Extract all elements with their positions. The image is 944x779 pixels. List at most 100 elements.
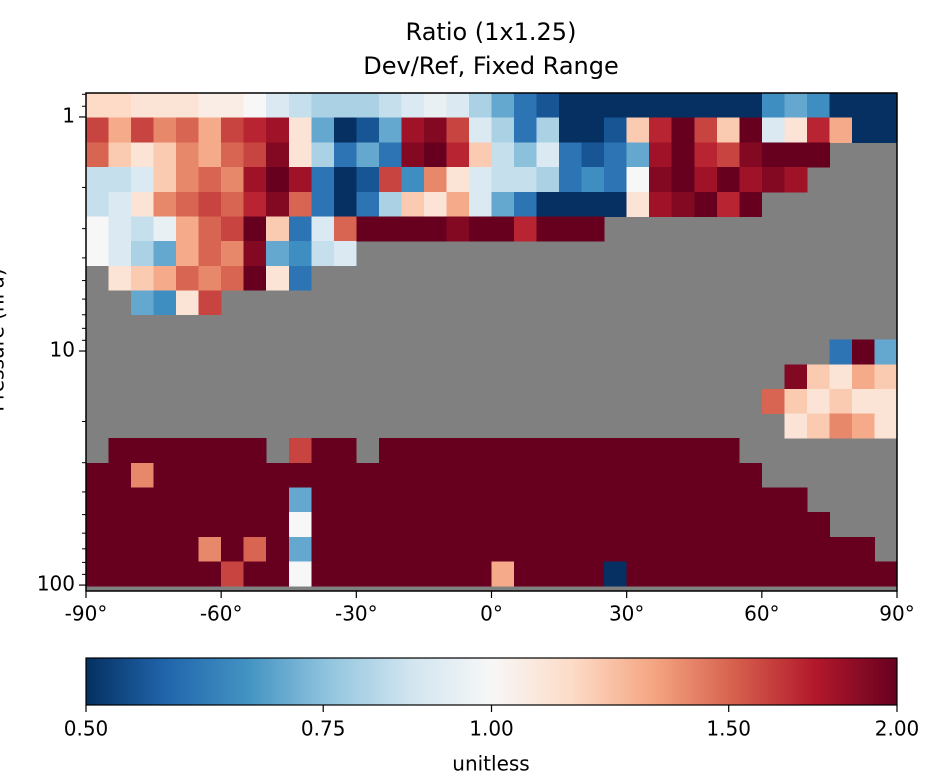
heat-cell — [176, 92, 200, 119]
heat-cell — [491, 487, 515, 513]
heat-cell — [649, 487, 673, 513]
heat-cell — [131, 438, 154, 464]
heat-cell — [378, 216, 402, 242]
heat-cell — [716, 512, 740, 538]
heat-cell — [356, 561, 380, 587]
heat-cell — [716, 167, 740, 193]
heat-cell — [378, 117, 402, 143]
heat-cell — [108, 265, 132, 291]
heat-cell — [806, 142, 830, 168]
heat-cell — [829, 389, 853, 415]
colorbar-tick-label: 0.50 — [64, 717, 109, 741]
heat-cell — [716, 561, 740, 587]
heat-cell — [694, 561, 718, 587]
heat-cell — [153, 487, 177, 513]
heat-cell — [243, 462, 267, 488]
heat-cell — [333, 462, 357, 488]
heat-cell — [716, 117, 740, 143]
x-tick-label: 30° — [609, 602, 644, 626]
heat-cell — [243, 536, 267, 562]
heat-cell — [761, 536, 785, 562]
heat-cell — [198, 167, 222, 193]
heat-cell — [243, 216, 267, 242]
heat-cell — [604, 92, 628, 119]
x-tick-label: 90° — [879, 602, 914, 626]
heat-cell — [243, 92, 267, 119]
heat-cell — [176, 241, 200, 267]
heat-cell — [784, 561, 808, 587]
heat-cell — [446, 512, 470, 538]
heat-cell — [604, 561, 628, 587]
heat-cell — [446, 487, 470, 513]
heat-cell — [806, 364, 830, 390]
heat-cell — [401, 216, 425, 242]
heat-cell — [559, 92, 583, 119]
heat-cell — [626, 512, 650, 538]
heat-cell — [333, 216, 357, 242]
heat-cell — [874, 364, 898, 390]
heat-cell — [423, 536, 447, 562]
heat-cell — [446, 117, 470, 143]
heat-cell — [198, 241, 222, 267]
heat-cell — [288, 92, 312, 119]
heat-cell — [739, 462, 763, 488]
heat-cell — [829, 536, 853, 562]
heat-cell — [739, 536, 763, 562]
heat-cell — [671, 438, 695, 464]
heat-cell — [536, 191, 560, 217]
heat-cell — [468, 512, 492, 538]
heat-cell — [311, 536, 335, 562]
heat-cell — [491, 438, 515, 464]
heat-cell — [401, 142, 425, 168]
heat-cell — [559, 438, 583, 464]
heat-cell — [604, 462, 628, 488]
heat-cell — [829, 92, 853, 119]
heat-cell — [86, 512, 109, 538]
heat-cell — [536, 92, 560, 119]
heat-cell — [491, 561, 515, 587]
heat-cell — [198, 92, 222, 119]
heat-cell — [423, 438, 447, 464]
heat-cell — [784, 487, 808, 513]
heat-cell — [536, 536, 560, 562]
heat-cell — [266, 462, 290, 488]
heat-cell — [176, 462, 200, 488]
heat-cell — [739, 191, 763, 217]
heat-cell — [108, 462, 132, 488]
heat-cell — [221, 241, 245, 267]
heat-cell — [378, 167, 402, 193]
heat-cell — [356, 536, 380, 562]
heat-cell — [266, 191, 290, 217]
heat-cell — [446, 142, 470, 168]
heat-cell — [446, 92, 470, 119]
heat-cell — [311, 191, 335, 217]
heat-cell — [694, 142, 718, 168]
heat-cell — [243, 142, 267, 168]
heat-cell — [874, 389, 898, 415]
heat-cell — [221, 561, 245, 587]
heat-cell — [153, 561, 177, 587]
colorbar-tick-label: 1.00 — [469, 717, 514, 741]
heat-cell — [671, 536, 695, 562]
heat-cell — [581, 117, 605, 143]
heat-cell — [423, 561, 447, 587]
heat-cell — [716, 536, 740, 562]
heat-cell — [604, 536, 628, 562]
heat-cell — [694, 512, 718, 538]
heat-cell — [851, 339, 875, 365]
heat-cell — [468, 191, 492, 217]
heat-cell — [649, 167, 673, 193]
x-tick-label: 60° — [744, 602, 779, 626]
heat-cell — [626, 92, 650, 119]
heat-cell — [176, 512, 200, 538]
heat-cell — [581, 487, 605, 513]
heat-cell — [491, 512, 515, 538]
heat-cell — [446, 462, 470, 488]
heat-cell — [311, 487, 335, 513]
heat-cell — [784, 512, 808, 538]
heat-cell — [649, 92, 673, 119]
heat-cell — [739, 117, 763, 143]
heat-cell — [559, 142, 583, 168]
heat-cell — [514, 561, 537, 587]
heat-cell — [851, 536, 875, 562]
